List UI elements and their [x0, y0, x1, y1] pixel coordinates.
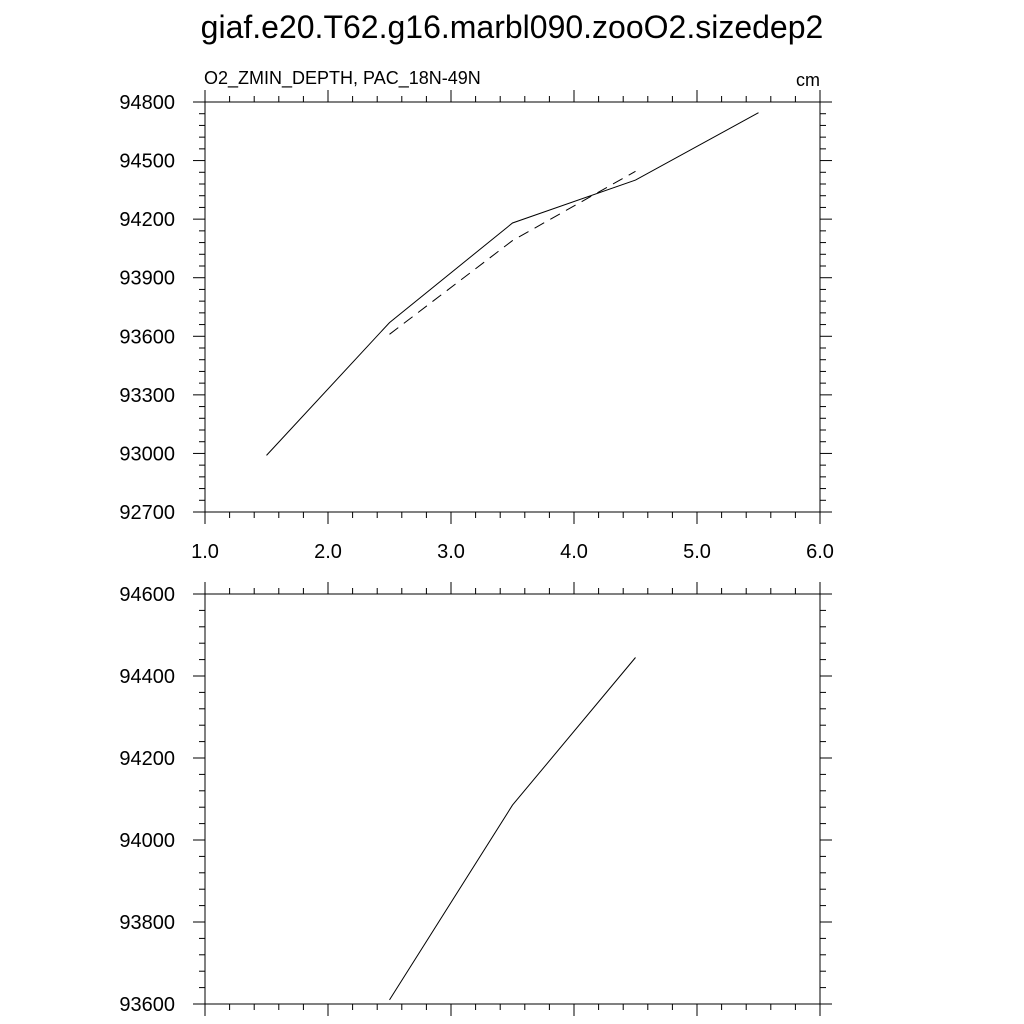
bottom-panel: 93600 93800 94000 94200 94400 94600 [119, 582, 832, 1016]
bottom-y-tick-label: 94400 [119, 666, 175, 688]
top-plot-frame [204, 101, 821, 513]
figure-title: giaf.e20.T62.g16.marbl090.zooO2.sizedep2 [201, 9, 824, 45]
top-y-tick-label: 93000 [119, 443, 175, 465]
top-series-line-solid [266, 112, 759, 456]
top-y-tick-label: 93600 [119, 326, 175, 348]
top-x-tick-label: 3.0 [437, 541, 465, 563]
top-y-tick-label: 93900 [119, 268, 175, 290]
top-y-tick-label: 93300 [119, 385, 175, 407]
bottom-y-tick-label: 93600 [119, 994, 175, 1016]
top-panel-units-label: cm [796, 70, 820, 90]
top-y-tick-label: 94800 [119, 92, 175, 114]
bottom-y-tick-label: 94000 [119, 830, 175, 852]
top-y-tick-label: 94200 [119, 209, 175, 231]
bottom-y-tick-label: 94200 [119, 748, 175, 770]
top-panel-left-label: O2_ZMIN_DEPTH, PAC_18N-49N [204, 68, 481, 89]
bottom-y-tick-label: 94600 [119, 584, 175, 606]
top-x-tick-label: 5.0 [683, 541, 711, 563]
bottom-plot-frame [204, 593, 821, 1005]
top-x-tick-label: 1.0 [191, 541, 219, 563]
top-y-tick-label: 94500 [119, 151, 175, 173]
top-x-tick-label: 2.0 [314, 541, 342, 563]
top-series-line-dashed [389, 170, 636, 335]
top-x-tick-label: 6.0 [806, 541, 834, 563]
top-x-tick-label: 4.0 [560, 541, 588, 563]
top-y-tick-label: 92700 [119, 502, 175, 524]
bottom-y-tick-label: 93800 [119, 912, 175, 934]
top-panel: O2_ZMIN_DEPTH, PAC_18N-49N cm 1.0 2.0 3.0 4… [119, 68, 834, 563]
bottom-series-line-solid [389, 657, 636, 1001]
